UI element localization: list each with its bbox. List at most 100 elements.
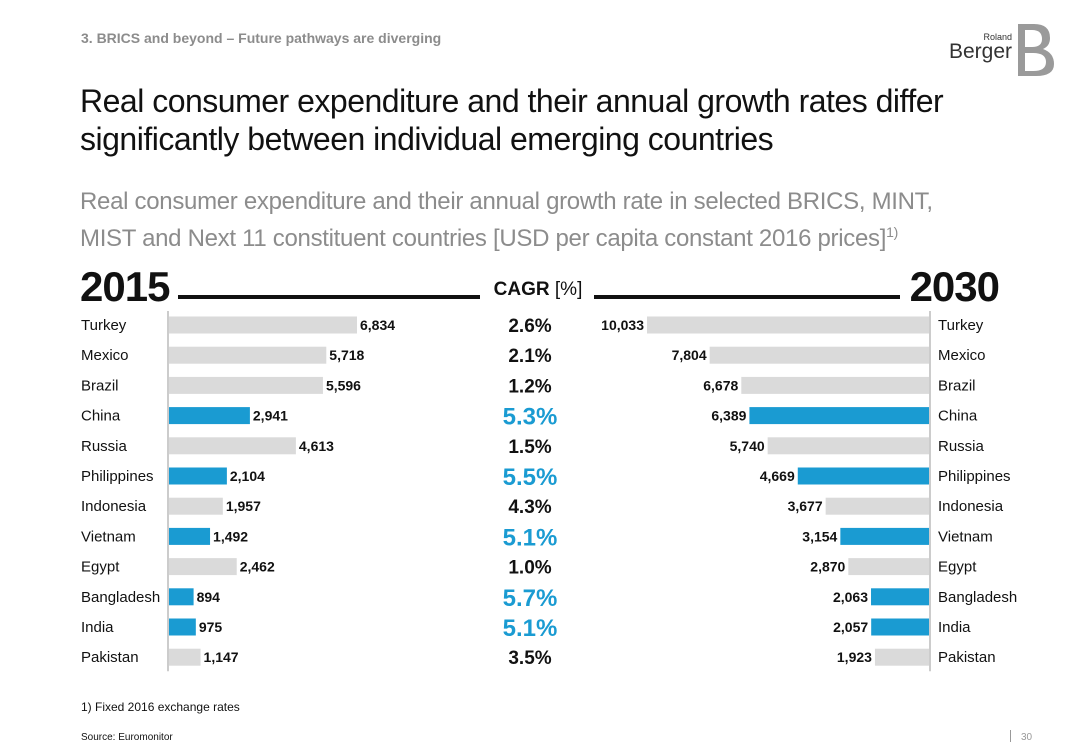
bar-2015 [169,346,327,364]
subtitle-line-2-text: MIST and Next 11 constituent countries [… [80,225,887,252]
country-label-right: Philippines [938,468,1011,485]
value-label-2015: 2,104 [230,468,265,484]
bar-2030 [848,558,929,576]
consumer-expenditure-chart: 2015 2030 CAGR [%] Turkey 6,834 2.6% 10,033 Tur… [80,263,1017,672]
bar-2030 [871,588,929,606]
cagr-value: 5.1% [503,615,558,642]
value-label-2015: 2,941 [253,408,288,424]
country-label-left: Vietnam [81,528,136,545]
value-label-2015: 1,957 [226,498,261,514]
cagr-value: 5.5% [503,464,558,491]
country-label-right: Russia [938,438,985,455]
value-label-2015: 894 [197,589,221,605]
bar-2030 [767,437,929,455]
country-label-right: Pakistan [938,649,996,666]
value-label-2030: 4,669 [760,468,795,484]
subtitle-footnote-marker: 1) [886,224,898,240]
cagr-heading: CAGR [%] [494,279,583,300]
bar-2015 [169,316,357,334]
country-label-right: Bangladesh [938,589,1017,606]
bar-2030 [709,346,929,364]
bar-2015 [169,618,196,636]
value-label-2015: 5,596 [326,377,361,393]
bar-2030 [840,527,929,545]
country-label-left: Philippines [81,468,154,485]
chart-subtitle: Real consumer expenditure and their annu… [80,187,933,254]
bar-2015 [169,437,296,455]
bar-2030 [647,316,929,334]
country-label-left: Mexico [81,347,129,364]
cagr-value: 1.2% [508,376,551,397]
value-label-2030: 2,057 [833,619,868,635]
bar-2030 [871,618,929,636]
country-label-right: China [938,408,978,425]
bar-2015 [169,558,237,576]
bar-2015 [169,648,201,666]
cagr-value: 4.3% [508,497,551,518]
footnote: 1) Fixed 2016 exchange rates [81,700,240,714]
subtitle-line-2: MIST and Next 11 constituent countries [… [80,217,933,254]
logo-berger-text: Berger [949,40,1012,63]
country-label-right: Indonesia [938,498,1004,515]
value-label-2030: 2,870 [810,559,845,575]
value-label-2015: 1,147 [204,649,239,665]
value-label-2015: 4,613 [299,438,334,454]
value-label-2030: 3,677 [788,498,823,514]
bar-2015 [169,588,194,606]
value-label-2015: 1,492 [213,528,248,544]
page-title: Real consumer expenditure and their annu… [80,82,944,158]
value-label-2030: 3,154 [802,528,837,544]
value-label-2030: 10,033 [601,317,644,333]
bar-2030 [749,407,929,425]
cagr-value: 5.1% [503,524,558,551]
page-number: 30 [1021,732,1033,743]
country-label-right: India [938,619,971,636]
bar-2030 [741,376,929,394]
country-label-left: India [81,619,114,636]
bar-2030 [825,497,929,515]
logo-roland-text: Roland [983,32,1012,42]
cagr-value: 3.5% [508,648,551,669]
country-label-left: Turkey [81,317,127,334]
bar-2030 [797,467,929,485]
cagr-value: 2.6% [508,316,551,337]
value-label-2030: 7,804 [672,347,707,363]
country-label-left: Russia [81,438,128,455]
source-note: Source: Euromonitor [81,732,173,743]
value-label-2030: 6,678 [703,377,738,393]
country-label-left: Brazil [81,377,119,394]
heading-2015: 2015 [80,263,170,310]
value-label-2015: 5,718 [329,347,364,363]
bar-2015 [169,497,223,515]
cagr-value: 2.1% [508,346,551,367]
cagr-value: 5.7% [503,585,558,612]
bar-2030 [874,648,929,666]
value-label-2015: 975 [199,619,223,635]
subtitle-line-1: Real consumer expenditure and their annu… [80,188,933,215]
country-label-left: Indonesia [81,498,147,515]
value-label-2015: 6,834 [360,317,395,333]
country-label-left: Bangladesh [81,589,160,606]
section-title: 3. BRICS and beyond – Future pathways ar… [81,30,442,46]
bar-2015 [169,376,323,394]
value-label-2030: 6,389 [711,408,746,424]
page-number-separator [1010,730,1011,742]
value-label-2030: 5,740 [730,438,765,454]
title-line-2: significantly between individual emergin… [80,121,774,157]
cagr-value: 1.5% [508,437,551,458]
country-label-left: Pakistan [81,649,139,666]
country-label-right: Egypt [938,559,977,576]
country-label-right: Turkey [938,317,984,334]
title-line-1: Real consumer expenditure and their annu… [80,83,944,119]
country-label-right: Mexico [938,347,986,364]
bar-2015 [169,407,250,425]
heading-2030: 2030 [910,263,999,310]
cagr-value: 5.3% [503,404,558,431]
bar-2015 [169,467,227,485]
value-label-2015: 2,462 [240,559,275,575]
roland-berger-logo: Roland Berger [949,24,1054,76]
cagr-value: 1.0% [508,558,551,579]
bar-2015 [169,527,211,545]
country-label-left: Egypt [81,559,120,576]
country-label-right: Vietnam [938,528,993,545]
